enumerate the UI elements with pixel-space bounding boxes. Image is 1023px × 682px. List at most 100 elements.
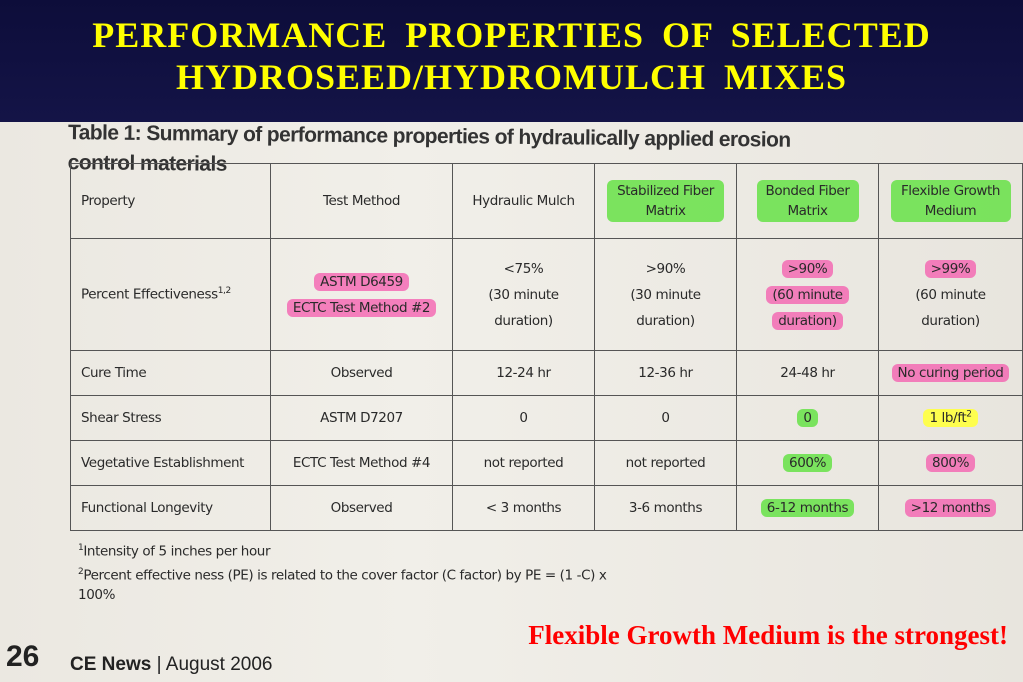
cell-text: not reported [625,455,706,471]
conclusion-text: Flexible Growth Medium is the strongest! [528,620,1008,650]
cell-text: (60 minute [915,286,986,303]
footnote-text: Percent effective ness (PE) is related t… [78,567,607,603]
cell-value: 1 lb/ft [929,410,967,427]
cell-text: >99% [924,259,977,278]
cell-text: 1 lb/ft2 [923,409,978,428]
cell-text: Cure Time [81,365,147,381]
performance-table: Property Test Method Hydraulic Mulch Sta… [70,163,1023,531]
cell-text: >90% [645,260,686,277]
cell-test-method: ECTC Test Method #4 [270,440,453,486]
header-property: Property [70,163,271,239]
cell-text: duration) [921,312,980,329]
cell-text: >90% [781,259,834,278]
slide-title-line-2: HYDROSEED/HYDROMULCH MIXES [175,57,848,97]
cell-stabilized-fiber-matrix: >90% (30 minute duration) [594,238,737,351]
cell-hydraulic-mulch: 12-24 hr [452,350,595,396]
cell-bonded-fiber-matrix: 0 [736,395,879,441]
cell-test-method: Observed [270,485,453,531]
cell-hydraulic-mulch: 0 [452,395,595,441]
cell-text: 6-12 months [760,499,855,517]
cell-text: not reported [483,455,564,471]
footnote-mark: 2 [78,566,84,577]
footnote-mark: 1 [78,543,84,553]
table-header-row: Property Test Method Hydraulic Mulch Sta… [70,163,1023,239]
cell-hydraulic-mulch: not reported [452,440,595,486]
cell-property: Functional Longevity [70,485,271,531]
cell-text: < 3 months [485,500,562,516]
cell-text: 24-48 hr [780,365,835,381]
cell-flexible-growth-medium: >12 months [878,485,1023,531]
header-label: Property [81,193,135,209]
cell-text: No curing period [891,364,1010,382]
cell-test-method: ASTM D6459 ECTC Test Method #2 [270,238,453,351]
header-stabilized-fiber-matrix: Stabilized Fiber Matrix [594,163,737,239]
cell-test-method: ASTM D7207 [270,395,453,441]
cell-text: ECTC Test Method #2 [286,298,437,317]
cell-bonded-fiber-matrix: 24-48 hr [736,350,879,396]
table-row: Shear Stress ASTM D7207 0 0 0 1 lb/ft2 [70,395,1023,441]
cell-property: Percent Effectiveness1,2 [70,238,271,351]
cell-stabilized-fiber-matrix: 0 [594,395,737,441]
cell-flexible-growth-medium: >99% (60 minute duration) [878,238,1023,351]
cell-text: 3-6 months [628,500,703,516]
cell-text: 0 [519,410,528,426]
header-label: Hydraulic Mulch [472,193,575,209]
cell-hydraulic-mulch: <75% (30 minute duration) [452,238,595,351]
table-row: Vegetative Establishment ECTC Test Metho… [70,440,1023,486]
header-label: Bonded Fiber Matrix [756,180,859,222]
table-footnotes: 1Intensity of 5 inches per hour 2Percent… [78,538,638,605]
publication-issue: August 2006 [165,654,273,675]
slide-title: PERFORMANCE PROPERTIES OF SELECTED HYDRO… [0,0,1023,122]
cell-text: Vegetative Establishment [81,455,245,471]
cell-stabilized-fiber-matrix: not reported [594,440,737,486]
cell-text: 12-36 hr [638,365,693,381]
header-label: Stabilized Fiber Matrix [607,180,724,222]
cell-flexible-growth-medium: 1 lb/ft2 [878,395,1023,441]
cell-flexible-growth-medium: 800% [878,440,1023,486]
cell-bonded-fiber-matrix: 6-12 months [736,485,879,531]
table-row: Functional Longevity Observed < 3 months… [70,485,1023,531]
cell-text: 12-24 hr [496,365,551,381]
cell-property: Shear Stress [70,395,271,441]
cell-text: 800% [926,454,975,472]
cell-test-method: Observed [270,350,453,396]
page-number: 26 [6,640,40,673]
footnote-2: 2Percent effective ness (PE) is related … [78,562,638,606]
cell-text: (30 minute [488,286,559,303]
cell-bonded-fiber-matrix: >90% (60 minute duration) [736,238,879,351]
header-bonded-fiber-matrix: Bonded Fiber Matrix [736,163,879,239]
cell-text: ASTM D6459 [314,272,409,291]
footnote-text: Intensity of 5 inches per hour [83,543,271,560]
header-flexible-growth-medium: Flexible Growth Medium [878,163,1023,239]
cell-text: <75% [503,260,544,277]
cell-text: duration) [494,312,553,329]
footnote-ref: 1,2 [217,286,232,297]
cell-text: 600% [783,454,832,472]
cell-text: ECTC Test Method #4 [292,455,431,471]
footnote-1: 1Intensity of 5 inches per hour [78,538,638,562]
cell-hydraulic-mulch: < 3 months [452,485,595,531]
table-row: Cure Time Observed 12-24 hr 12-36 hr 24-… [70,350,1023,396]
cell-text: Percent Effectiveness [81,286,218,303]
header-label: Test Method [322,193,401,209]
cell-text: (60 minute [766,285,849,304]
cell-text: 0 [797,409,818,427]
cell-text: ASTM D7207 [320,410,403,426]
header-hydraulic-mulch: Hydraulic Mulch [452,163,595,239]
header-label: Flexible Growth Medium [890,180,1011,222]
header-test-method: Test Method [270,163,453,239]
table-caption: Table 1: Summary of performance properti… [67,121,791,176]
cell-text: Functional Longevity [81,500,213,516]
cell-flexible-growth-medium: No curing period [878,350,1023,396]
cell-text: Observed [330,365,393,381]
separator: | [156,654,166,675]
cell-text: duration) [636,312,695,329]
publication-name: CE News [70,654,152,675]
table-row: Percent Effectiveness1,2 ASTM D6459 ECTC… [70,238,1023,351]
cell-property: Vegetative Establishment [70,440,271,486]
publication-credit: CE News | August 2006 [70,654,272,676]
cell-stabilized-fiber-matrix: 3-6 months [594,485,737,531]
cell-stabilized-fiber-matrix: 12-36 hr [594,350,737,396]
cell-text: Observed [330,500,393,516]
unit-exponent: 2 [966,409,972,420]
